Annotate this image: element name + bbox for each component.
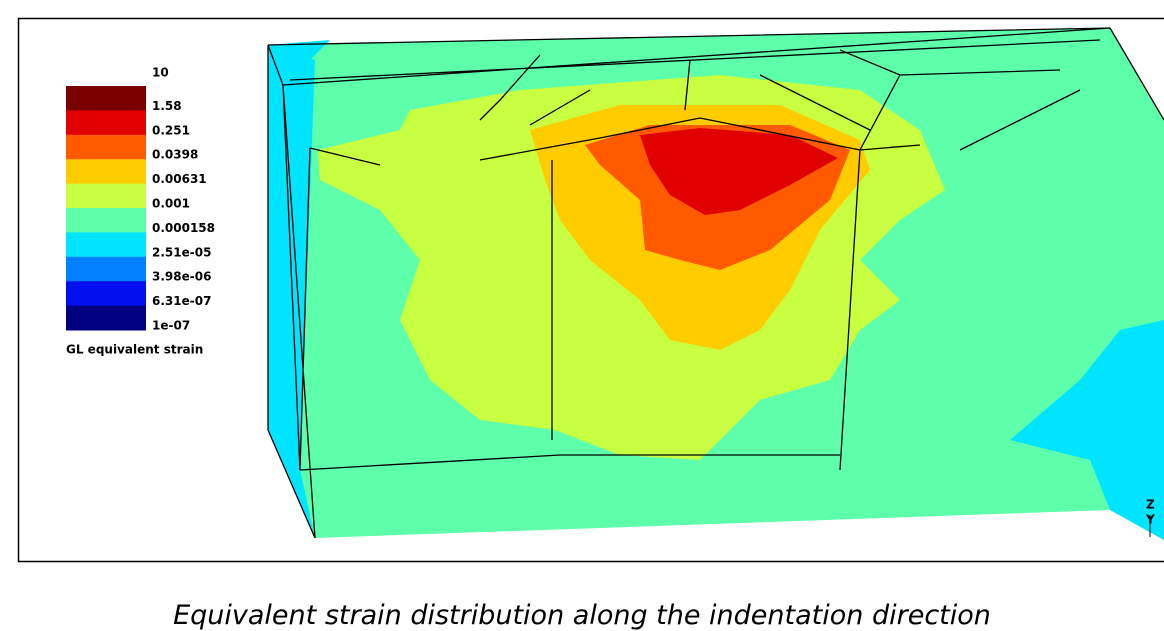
legend-title: GL equivalent strain — [66, 343, 203, 357]
legend-swatch — [66, 257, 146, 282]
legend-swatch — [66, 184, 146, 209]
legend-swatch — [66, 306, 146, 331]
contour-plot — [268, 28, 1164, 540]
legend-swatch — [66, 86, 146, 111]
legend-level: 2.51e-05 — [152, 245, 211, 259]
legend-swatch — [66, 135, 146, 160]
legend-level: 10 — [152, 66, 169, 80]
legend-swatch — [66, 232, 146, 257]
legend-level: 1e-07 — [152, 319, 190, 333]
legend-swatch — [66, 110, 146, 135]
page: {"legend": {"title": "GL equivalent stra… — [0, 0, 1164, 631]
caption: Equivalent strain distribution along the… — [173, 600, 991, 631]
legend-level: 0.251 — [152, 123, 190, 137]
legend-level: 0.001 — [152, 197, 190, 211]
legend-level: 6.31e-07 — [152, 294, 211, 308]
legend-level: 0.000158 — [152, 221, 215, 235]
triad-z: Z — [1146, 498, 1155, 512]
legend-level: 1.58 — [152, 99, 182, 113]
legend-level: 0.0398 — [152, 148, 198, 162]
legend-swatch — [66, 281, 146, 306]
legend-swatch — [66, 208, 146, 233]
legend-level: 0.00631 — [152, 172, 207, 186]
legend-swatch — [66, 159, 146, 184]
triad-y: Y — [1145, 513, 1155, 527]
screenshot: GL equivalent strain 10 1.58 0.251 0.0398 0.… — [0, 0, 1164, 631]
legend-level: 3.98e-06 — [152, 270, 211, 284]
